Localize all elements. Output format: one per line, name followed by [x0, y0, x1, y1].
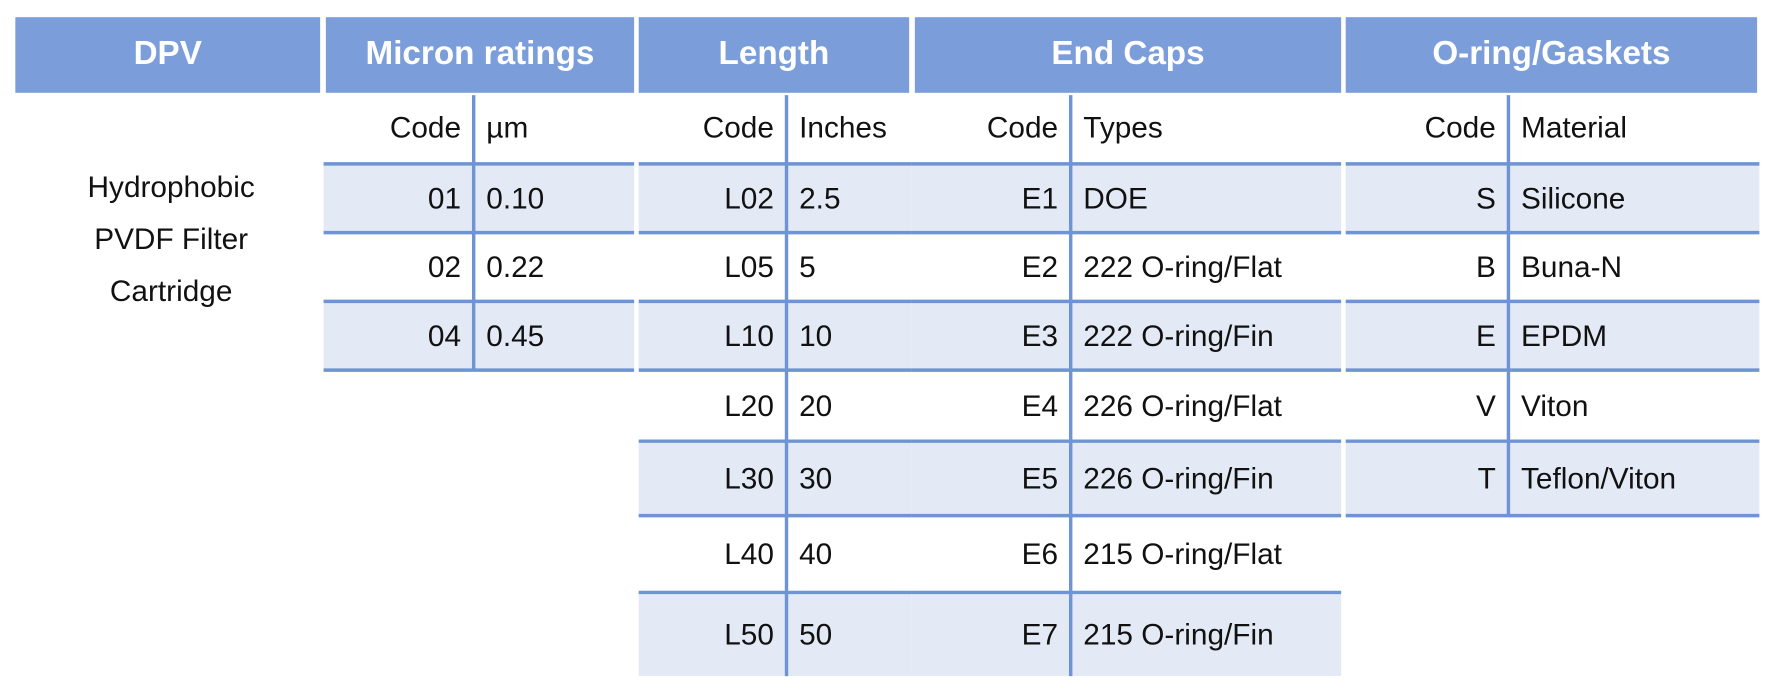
row-shade: [1345, 163, 1760, 233]
code-cell: L02: [724, 182, 774, 215]
code-cell: E: [1476, 320, 1496, 353]
value-cell: 20: [799, 390, 832, 423]
code-cell: E2: [1022, 251, 1058, 284]
row-shade: [638, 592, 912, 677]
row-shade: [1345, 301, 1760, 371]
row-shade: [323, 163, 635, 233]
row-shade: [638, 163, 912, 233]
header-title: O-ring/Gaskets: [1432, 35, 1670, 72]
value-cell: Silicone: [1521, 182, 1625, 215]
header-title: Length: [719, 35, 830, 72]
description-line: PVDF Filter: [94, 223, 248, 256]
column-header: µm: [486, 111, 528, 144]
code-cell: L20: [724, 390, 774, 423]
code-cell: L30: [724, 463, 774, 496]
code-cell: 02: [428, 251, 461, 284]
value-cell: Viton: [1521, 390, 1588, 423]
row-shade: [323, 301, 635, 371]
code-cell: T: [1478, 463, 1496, 496]
column-header: Code: [703, 111, 774, 144]
row-shade: [911, 441, 1342, 516]
column-header: Code: [987, 111, 1058, 144]
code-cell: V: [1476, 390, 1496, 423]
code-cell: E4: [1022, 390, 1058, 423]
column-header: Material: [1521, 111, 1627, 144]
header-cell: [914, 17, 1342, 93]
header-title: Micron ratings: [366, 35, 595, 72]
value-cell: 10: [799, 320, 832, 353]
code-cell: B: [1476, 251, 1496, 284]
value-cell: 2.5: [799, 182, 840, 215]
row-shade: [911, 163, 1342, 233]
header-cell: [15, 17, 321, 93]
code-cell: E1: [1022, 182, 1058, 215]
value-cell: Buna-N: [1521, 251, 1622, 284]
column-header: Code: [1425, 111, 1496, 144]
code-cell: L05: [724, 251, 774, 284]
code-cell: L40: [724, 538, 774, 571]
value-cell: 0.22: [486, 251, 544, 284]
header-cell: [1345, 17, 1758, 93]
row-shade: [1345, 441, 1760, 516]
row-shade: [638, 441, 912, 516]
value-cell: Teflon/Viton: [1521, 463, 1676, 496]
code-cell: E7: [1022, 618, 1058, 651]
code-cell: 04: [428, 320, 461, 353]
value-cell: 215 O-ring/Fin: [1083, 618, 1273, 651]
column-header: Code: [390, 111, 461, 144]
value-cell: 215 O-ring/Flat: [1083, 538, 1282, 571]
code-cell: L50: [724, 618, 774, 651]
row-shade: [911, 301, 1342, 371]
value-cell: 0.45: [486, 320, 544, 353]
row-shade: [638, 301, 912, 371]
value-cell: 30: [799, 463, 832, 496]
description-line: Cartridge: [110, 275, 232, 308]
header-cell: [325, 17, 635, 93]
value-cell: 40: [799, 538, 832, 571]
column-header: Inches: [799, 111, 887, 144]
value-cell: 50: [799, 618, 832, 651]
value-cell: 222 O-ring/Fin: [1083, 320, 1273, 353]
value-cell: 0.10: [486, 182, 544, 215]
header-cell: [638, 17, 910, 93]
header-title: End Caps: [1051, 35, 1204, 72]
header-title: DPV: [134, 35, 202, 72]
code-cell: S: [1476, 182, 1496, 215]
code-cell: L10: [724, 320, 774, 353]
value-cell: 226 O-ring/Flat: [1083, 390, 1282, 423]
row-shade: [911, 592, 1342, 677]
description-line: Hydrophobic: [88, 171, 255, 204]
value-cell: 226 O-ring/Fin: [1083, 463, 1273, 496]
code-cell: E6: [1022, 538, 1058, 571]
code-cell: E3: [1022, 320, 1058, 353]
value-cell: 5: [799, 251, 816, 284]
column-header: Types: [1083, 111, 1162, 144]
value-cell: EPDM: [1521, 320, 1607, 353]
code-cell: E5: [1022, 463, 1058, 496]
value-cell: DOE: [1083, 182, 1148, 215]
value-cell: 222 O-ring/Flat: [1083, 251, 1282, 284]
code-cell: 01: [428, 182, 461, 215]
